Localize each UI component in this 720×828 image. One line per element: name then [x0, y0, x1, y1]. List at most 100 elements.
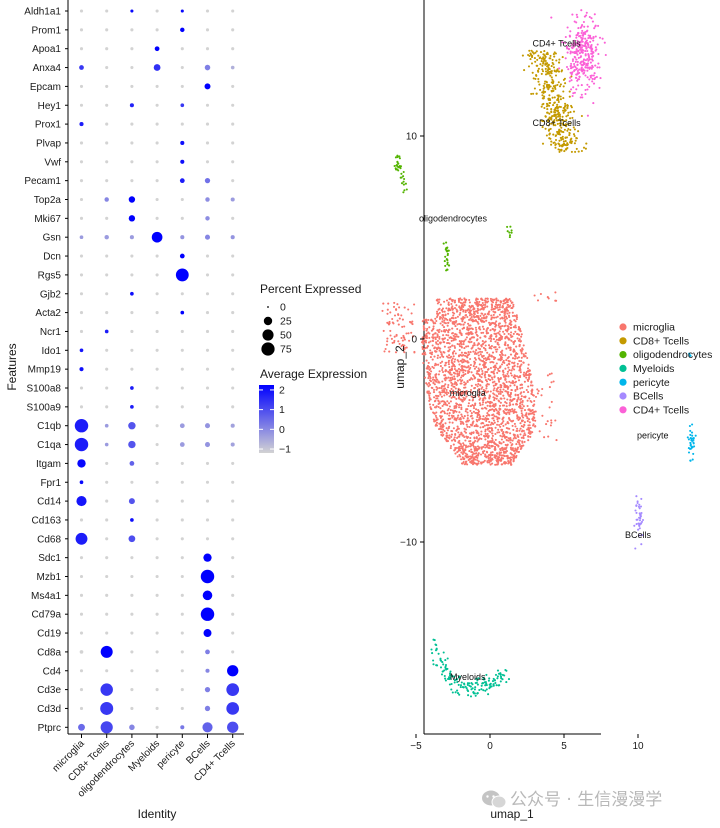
umap-point [511, 367, 514, 370]
umap-point [463, 365, 466, 368]
dot-marker [180, 84, 184, 88]
umap-point [508, 234, 512, 237]
umap-point [486, 305, 489, 308]
umap-point [495, 366, 498, 369]
dot-marker [151, 231, 163, 243]
umap-point [482, 364, 485, 367]
umap-point [460, 298, 463, 301]
umap-point [502, 330, 505, 333]
umap-point [552, 114, 555, 117]
umap-point [640, 520, 644, 523]
umap-point [506, 357, 509, 360]
dot-marker [105, 9, 109, 13]
umap-point [483, 418, 486, 421]
umap-point [509, 372, 512, 375]
umap-point [489, 453, 492, 456]
umap-point [447, 307, 450, 310]
umap-point [498, 306, 501, 309]
umap-point [574, 76, 578, 79]
umap-point [451, 344, 454, 347]
dot-marker [202, 722, 213, 733]
umap-point [454, 446, 457, 450]
umap-point [477, 378, 480, 381]
umap-point [520, 436, 523, 439]
umap-point [483, 459, 486, 462]
umap-point [535, 74, 538, 77]
umap-point [550, 110, 553, 113]
umap-point [453, 346, 457, 349]
umap-point [541, 64, 544, 67]
dot-marker [231, 405, 235, 409]
umap-point [500, 438, 503, 441]
umap-point [589, 76, 592, 79]
umap-point [431, 351, 434, 354]
umap-point [460, 359, 463, 362]
umap-point [502, 371, 505, 374]
umap-point [471, 328, 474, 331]
umap-point [442, 316, 445, 319]
umap-point [491, 417, 494, 420]
umap-point [508, 380, 511, 383]
umap-point [450, 688, 453, 691]
umap-point [639, 517, 642, 520]
umap-point [601, 37, 604, 40]
dot-marker [226, 702, 240, 715]
umap-point [453, 449, 456, 452]
umap-point [453, 675, 456, 678]
umap-point [451, 308, 454, 311]
umap-point [541, 387, 544, 391]
dot-marker [105, 254, 109, 258]
umap-point [403, 344, 406, 347]
umap-point [579, 55, 583, 58]
umap-point [437, 331, 441, 334]
umap-point [575, 50, 578, 53]
umap-point [458, 447, 461, 450]
feature-label: Ms4a1 [31, 591, 61, 602]
umap-point [528, 397, 531, 400]
dot-marker [79, 669, 84, 673]
umap-point [561, 144, 564, 147]
umap-point [486, 424, 489, 427]
dot-marker [227, 665, 239, 677]
umap-point [499, 447, 502, 451]
umap-point [438, 391, 441, 394]
umap-point [436, 302, 439, 305]
umap-point [448, 365, 451, 369]
umap-point [482, 320, 485, 323]
umap-point [397, 313, 400, 317]
umap-point [474, 351, 477, 354]
umap-point [477, 304, 480, 307]
dot-marker [180, 650, 184, 654]
umap-point [479, 308, 482, 311]
umap-point [540, 394, 543, 397]
umap-point [449, 297, 452, 300]
umap-point [466, 414, 469, 417]
dot-marker [180, 669, 184, 673]
umap-point [512, 348, 515, 351]
umap-point [451, 376, 454, 379]
umap-point [521, 347, 524, 350]
umap-point [447, 427, 450, 430]
umap-point [510, 229, 513, 232]
umap-point [396, 154, 399, 157]
umap-point [598, 86, 601, 89]
umap-point [494, 321, 497, 325]
umap-point [446, 259, 449, 262]
umap-point [434, 414, 437, 417]
dot-marker [105, 499, 109, 503]
dot-marker [79, 706, 84, 711]
umap-point [479, 336, 482, 339]
umap-point [435, 319, 438, 323]
dot-marker [105, 103, 109, 107]
umap-point [463, 463, 466, 466]
dot-marker [105, 311, 109, 315]
umap-point [493, 387, 496, 390]
umap-point [585, 47, 588, 50]
umap-point [395, 308, 398, 311]
umap-point [590, 58, 594, 61]
umap-point [689, 354, 692, 357]
umap-point [641, 518, 645, 522]
dot-marker [205, 122, 210, 126]
umap-point [512, 419, 515, 422]
umap-point [443, 364, 446, 367]
